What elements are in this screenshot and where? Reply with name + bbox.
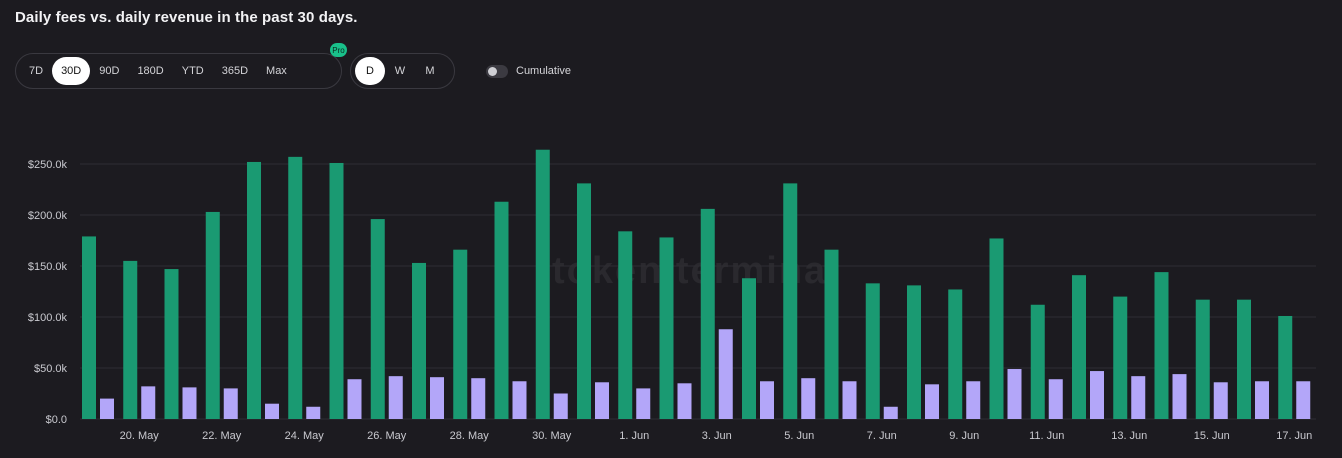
revenue-bar[interactable] — [553, 393, 568, 420]
fee-bar[interactable] — [1113, 296, 1128, 419]
fee-bar[interactable] — [659, 237, 674, 419]
fee-bar[interactable] — [948, 289, 963, 419]
fee-bar[interactable] — [453, 249, 468, 419]
x-tick-label: 20. May — [120, 430, 160, 442]
fee-bar[interactable] — [164, 269, 179, 419]
y-tick-label: $0.0 — [46, 414, 67, 426]
fee-bar[interactable] — [907, 285, 921, 419]
fee-bar[interactable] — [618, 231, 633, 419]
revenue-bar[interactable] — [347, 379, 362, 419]
revenue-bar[interactable] — [966, 381, 981, 419]
revenue-bar[interactable] — [718, 329, 733, 419]
toggle-knob — [488, 67, 497, 76]
range-button-90d[interactable]: 90D — [99, 65, 120, 77]
revenue-bar[interactable] — [1131, 376, 1146, 419]
fee-bar[interactable] — [82, 236, 96, 419]
fee-bar[interactable] — [824, 249, 839, 419]
fee-bar[interactable] — [247, 161, 261, 419]
revenue-bar[interactable] — [471, 378, 486, 419]
revenue-bar[interactable] — [100, 398, 114, 419]
x-tick-label: 17. Jun — [1276, 430, 1312, 442]
revenue-bar[interactable] — [1090, 371, 1104, 419]
revenue-bar[interactable] — [801, 378, 816, 419]
revenue-bar[interactable] — [1172, 374, 1187, 419]
x-tick-label: 13. Jun — [1111, 430, 1147, 442]
x-tick-label: 5. Jun — [784, 430, 814, 442]
fee-bar[interactable] — [1154, 272, 1169, 419]
x-tick-label: 24. May — [285, 430, 325, 442]
cumulative-label: Cumulative — [516, 65, 572, 77]
range-button-ytd[interactable]: YTD — [181, 65, 204, 77]
interval-button-w[interactable]: W — [394, 65, 406, 77]
fee-bar[interactable] — [288, 156, 303, 420]
revenue-bar[interactable] — [925, 384, 939, 419]
fee-bar[interactable] — [1195, 299, 1210, 419]
fee-bar[interactable] — [700, 208, 715, 419]
x-tick-label: 7. Jun — [867, 430, 897, 442]
fee-bar[interactable] — [742, 278, 756, 419]
range-button-max[interactable]: Max — [266, 65, 287, 77]
y-tick-label: $200.0k — [28, 210, 68, 222]
range-button-30d[interactable]: 30D — [52, 57, 91, 85]
fee-bar[interactable] — [1030, 304, 1045, 419]
fee-bar[interactable] — [1237, 299, 1251, 419]
x-tick-label: 11. Jun — [1029, 430, 1064, 442]
pro-badge: Pro — [330, 43, 347, 57]
revenue-bar[interactable] — [677, 383, 692, 419]
x-tick-label: 26. May — [367, 430, 407, 442]
revenue-bar[interactable] — [760, 381, 774, 419]
revenue-bar[interactable] — [1213, 382, 1228, 419]
x-tick-label: 22. May — [202, 430, 242, 442]
x-tick-label: 28. May — [450, 430, 490, 442]
fee-bar[interactable] — [865, 283, 880, 419]
revenue-bar[interactable] — [512, 381, 527, 419]
y-tick-label: $100.0k — [28, 312, 68, 324]
range-button-365d[interactable]: 365D — [221, 65, 249, 77]
fee-bar[interactable] — [1278, 315, 1293, 419]
revenue-bar[interactable] — [265, 403, 279, 419]
cumulative-toggle[interactable] — [486, 65, 508, 78]
revenue-bar[interactable] — [595, 382, 609, 419]
interval-button-d[interactable]: D — [355, 57, 385, 85]
fee-bar[interactable] — [494, 201, 509, 419]
fee-bar[interactable] — [205, 211, 220, 419]
y-tick-label: $250.0k — [28, 159, 68, 171]
x-tick-label: 30. May — [532, 430, 572, 442]
revenue-bar[interactable] — [388, 376, 403, 419]
x-tick-label: 9. Jun — [949, 430, 979, 442]
revenue-bar[interactable] — [1048, 379, 1063, 419]
revenue-bar[interactable] — [883, 406, 898, 419]
fee-bar[interactable] — [577, 183, 591, 419]
fee-bar[interactable] — [1072, 275, 1086, 419]
revenue-bar[interactable] — [1296, 381, 1311, 419]
revenue-bar[interactable] — [306, 406, 321, 419]
y-tick-label: $50.0k — [34, 363, 68, 375]
revenue-bar[interactable] — [430, 377, 444, 419]
chart-title: Daily fees vs. daily revenue in the past… — [15, 9, 358, 26]
fee-bar[interactable] — [329, 162, 344, 420]
revenue-bar[interactable] — [223, 388, 238, 419]
revenue-bar[interactable] — [842, 381, 857, 419]
time-range-selector: 7D 30D 90D 180D YTD 365D Max — [15, 53, 342, 89]
fee-bar[interactable] — [783, 183, 798, 419]
fee-bar[interactable] — [989, 238, 1004, 419]
revenue-bar[interactable] — [636, 388, 651, 419]
fee-bar[interactable] — [370, 219, 385, 419]
x-tick-label: 1. Jun — [619, 430, 649, 442]
revenue-bar[interactable] — [1007, 369, 1022, 419]
revenue-bar[interactable] — [1255, 381, 1269, 419]
x-tick-label: 15. Jun — [1194, 430, 1230, 442]
revenue-bar[interactable] — [141, 386, 156, 419]
revenue-bar[interactable] — [182, 387, 197, 419]
y-tick-label: $150.0k — [28, 261, 68, 273]
x-tick-label: 3. Jun — [702, 430, 732, 442]
interval-button-m[interactable]: M — [425, 65, 435, 77]
fee-bar[interactable] — [412, 262, 426, 419]
range-button-7d[interactable]: 7D — [29, 65, 44, 77]
range-button-180d[interactable]: 180D — [137, 65, 164, 77]
fee-bar[interactable] — [535, 149, 550, 419]
fee-bar[interactable] — [123, 260, 138, 419]
